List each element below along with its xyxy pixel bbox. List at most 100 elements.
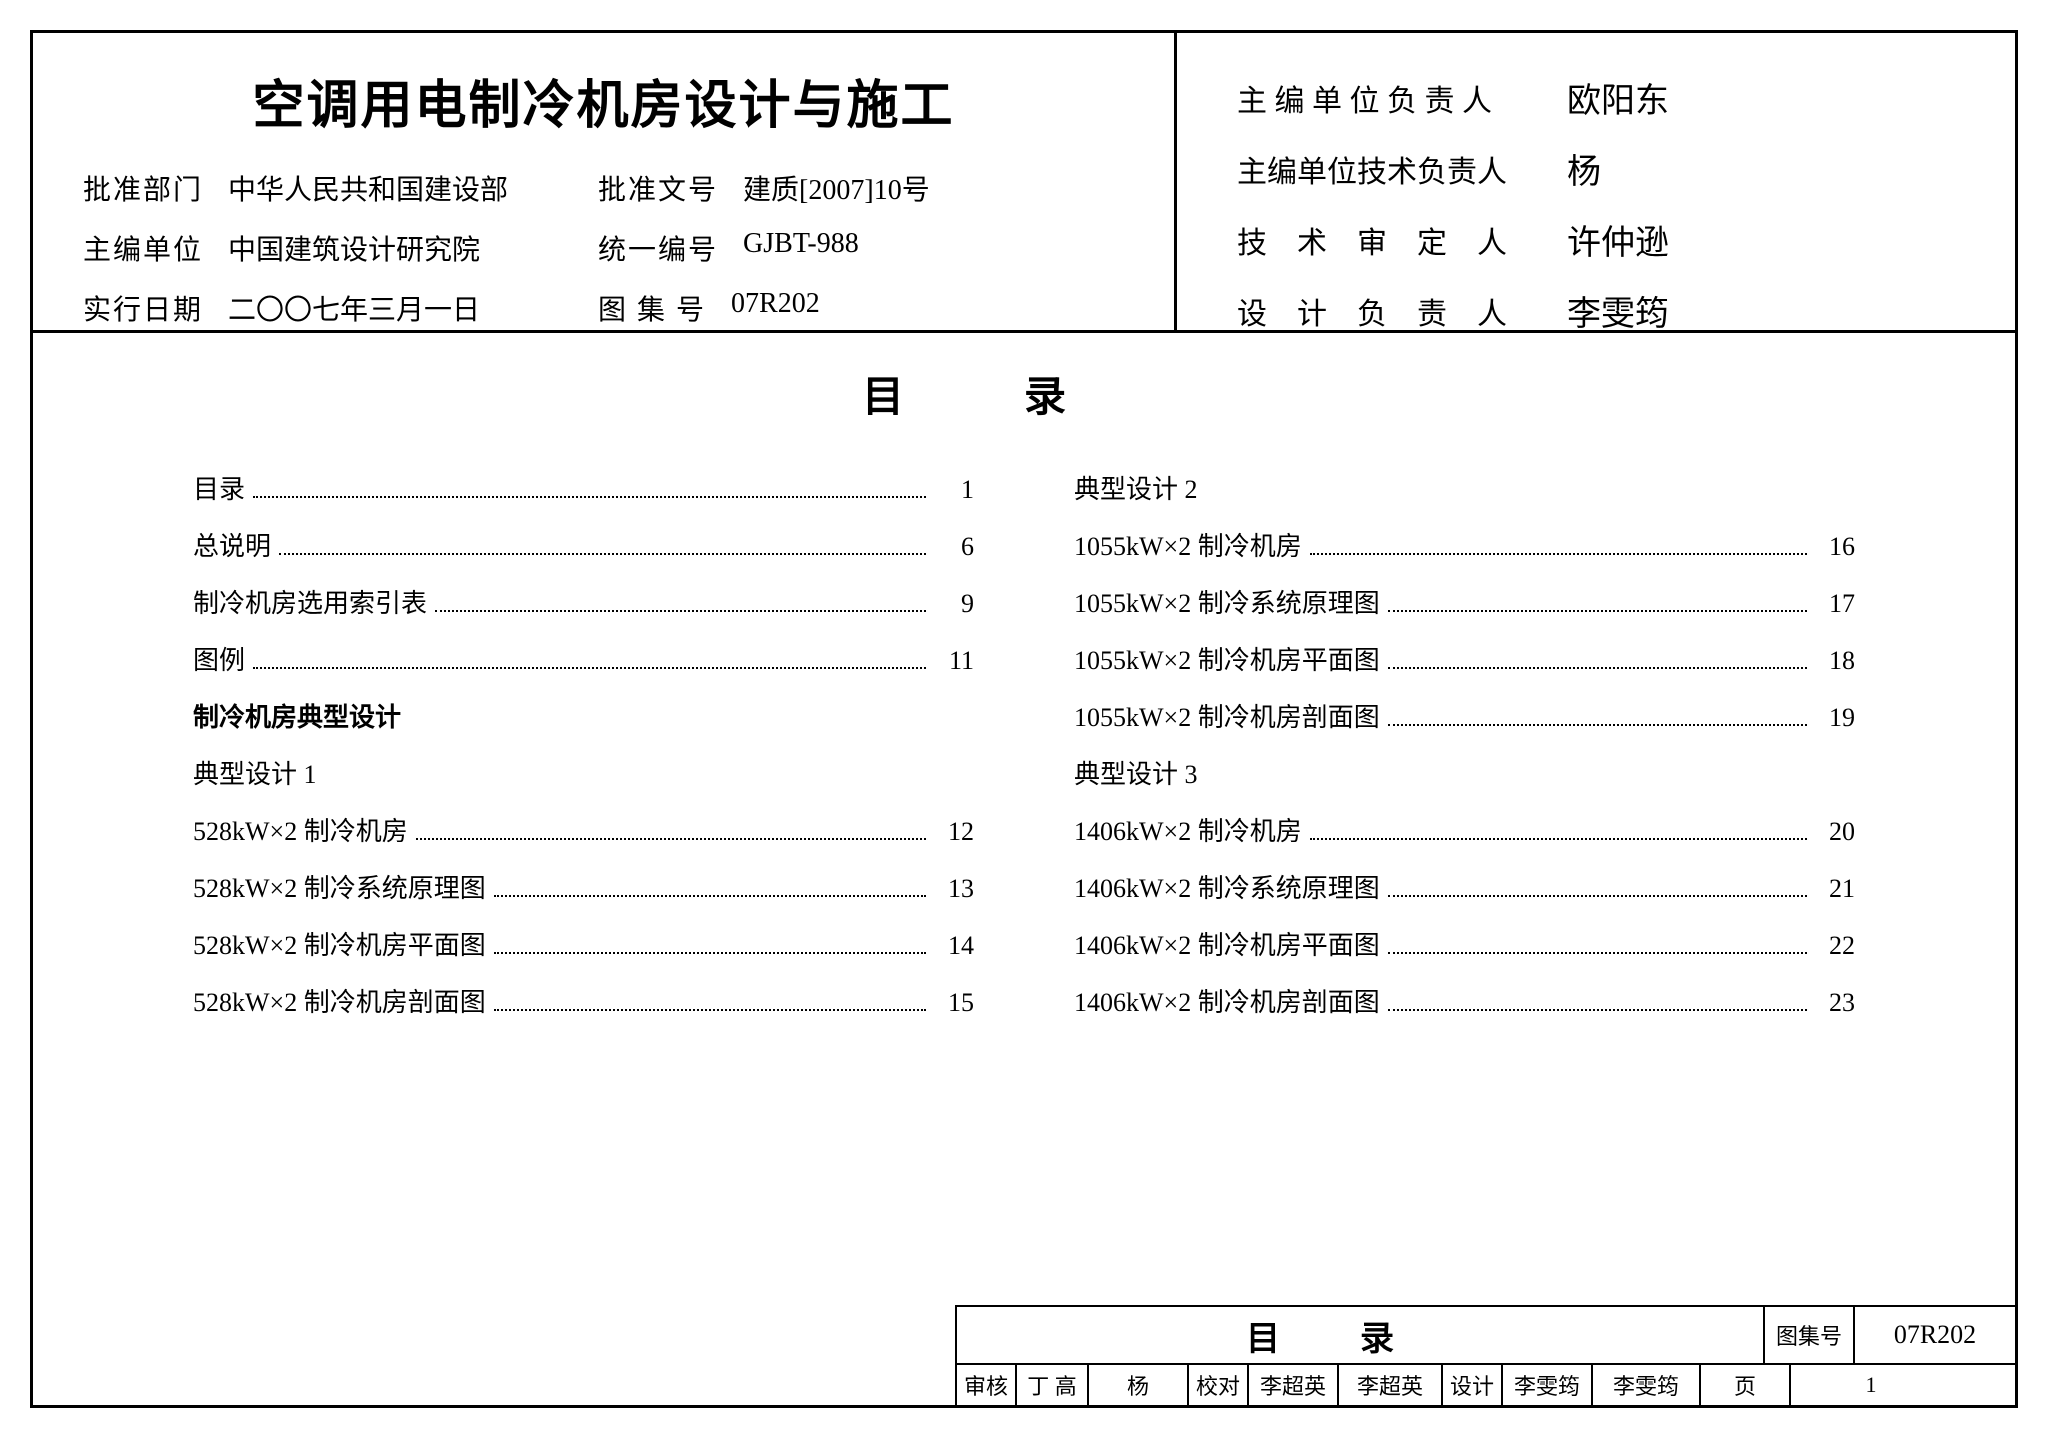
footer-cell: 李超英 [1339, 1365, 1443, 1405]
footer-cell: 李超英 [1249, 1365, 1339, 1405]
toc-row: 制冷机房选用索引表9 [193, 583, 974, 620]
toc-label: 总说明 [193, 526, 271, 563]
signature-row: 技 术 审 定 人许仲逊 [1237, 215, 1955, 264]
signature-label: 主编单位技术负责人 [1237, 147, 1567, 191]
footer-cell: 设计 [1443, 1365, 1503, 1405]
body: 目录 目录 1 总说明 6 制冷机房选用索引表9 图例 11 制冷机房典型设计典型设计 1 52… [33, 333, 2015, 1405]
meta-row: 批准文号建质[2007]10号 [598, 168, 930, 208]
meta-label: 图 集 号 [598, 288, 706, 328]
toc-page-number: 22 [1815, 931, 1855, 961]
toc-row: 528kW×2 制冷机房剖面图 15 [193, 982, 974, 1019]
meta-value: 07R202 [731, 288, 820, 328]
toc-dots [494, 1009, 926, 1011]
toc-page-number: 15 [934, 988, 974, 1018]
toc-row: 1406kW×2 制冷机房剖面图 23 [1074, 982, 1855, 1019]
toc-row: 528kW×2 制冷机房12 [193, 811, 974, 848]
toc-label: 528kW×2 制冷机房剖面图 [193, 982, 486, 1019]
toc-dots [1388, 1009, 1807, 1011]
toc-dots [435, 610, 926, 612]
toc-page-number: 18 [1815, 646, 1855, 676]
header-left: 空调用电制冷机房设计与施工 批准部门中华人民共和国建设部主编单位中国建筑设计研究… [33, 33, 1177, 330]
meta-label: 主编单位 [83, 228, 203, 268]
meta-label: 统一编号 [598, 228, 718, 268]
header: 空调用电制冷机房设计与施工 批准部门中华人民共和国建设部主编单位中国建筑设计研究… [33, 33, 2015, 333]
toc-right-column: 典型设计 21055kW×2 制冷机房161055kW×2 制冷系统原理图171… [1074, 469, 1855, 1019]
signature-label: 设 计 负 责 人 [1237, 289, 1567, 333]
meta-label: 实行日期 [83, 288, 203, 328]
meta-value: GJBT-988 [743, 228, 859, 268]
toc-page-number: 21 [1815, 874, 1855, 904]
toc-dots [494, 895, 926, 897]
toc-row: 制冷机房典型设计 [193, 697, 974, 734]
toc-row: 图例 11 [193, 640, 974, 677]
footer-cell: 审核 [957, 1365, 1017, 1405]
meta-value: 二〇〇七年三月一日 [228, 288, 480, 328]
footer-cell: 页 [1701, 1365, 1791, 1405]
toc-page-number: 11 [934, 646, 974, 676]
toc-columns: 目录 1 总说明 6 制冷机房选用索引表9 图例 11 制冷机房典型设计典型设计 1 528kW… [33, 469, 2015, 1019]
meta-value: 中华人民共和国建设部 [228, 168, 508, 208]
footer-set-value: 07R202 [1855, 1307, 2015, 1363]
toc-row: 典型设计 1 [193, 754, 974, 791]
meta-label: 批准文号 [598, 168, 718, 208]
toc-label: 目录 [193, 469, 245, 506]
toc-dots [1388, 895, 1807, 897]
toc-page-number: 19 [1815, 703, 1855, 733]
toc-dots [1388, 724, 1807, 726]
toc-dots [1310, 838, 1807, 840]
document-title: 空调用电制冷机房设计与施工 [83, 63, 1124, 138]
toc-row: 目录 1 [193, 469, 974, 506]
toc-row: 1406kW×2 制冷机房20 [1074, 811, 1855, 848]
toc-page-number: 12 [934, 817, 974, 847]
signature-row: 主 编 单 位 负 责 人欧阳东 [1237, 73, 1955, 122]
toc-label: 图例 [193, 640, 245, 677]
meta-row: 统一编号 GJBT-988 [598, 228, 930, 268]
toc-page-number: 20 [1815, 817, 1855, 847]
meta-value: 中国建筑设计研究院 [228, 228, 480, 268]
toc-label: 制冷机房典型设计 [193, 697, 401, 734]
toc-label: 528kW×2 制冷系统原理图 [193, 868, 486, 905]
footer-cell: 杨 [1089, 1365, 1189, 1405]
signature-value: 欧阳东 [1567, 73, 1669, 122]
toc-page-number: 17 [1815, 589, 1855, 619]
toc-label: 典型设计 1 [193, 754, 317, 791]
meta-col-left: 批准部门中华人民共和国建设部主编单位中国建筑设计研究院实行日期二〇〇七年三月一日 [83, 168, 508, 328]
toc-dots [1388, 952, 1807, 954]
signature-value: 杨 [1567, 144, 1601, 193]
toc-row: 1406kW×2 制冷系统原理图 21 [1074, 868, 1855, 905]
toc-row: 1055kW×2 制冷系统原理图 17 [1074, 583, 1855, 620]
signature-row: 设 计 负 责 人李雯筠 [1237, 286, 1955, 335]
toc-row: 528kW×2 制冷机房平面图14 [193, 925, 974, 962]
toc-page-number: 23 [1815, 988, 1855, 1018]
footer-set-label: 图集号 [1765, 1307, 1855, 1363]
footer-cell: 李雯筠 [1503, 1365, 1593, 1405]
toc-dots [253, 667, 926, 669]
footer-cell: 丁 高 [1017, 1365, 1089, 1405]
toc-dots [1310, 553, 1807, 555]
toc-label: 1406kW×2 制冷机房剖面图 [1074, 982, 1380, 1019]
toc-page-number: 1 [934, 475, 974, 505]
footer-cell: 李雯筠 [1593, 1365, 1701, 1405]
toc-dots [279, 553, 926, 555]
toc-label: 1055kW×2 制冷系统原理图 [1074, 583, 1380, 620]
toc-dots [253, 496, 926, 498]
toc-title: 目录 [33, 363, 2015, 424]
toc-label: 1406kW×2 制冷系统原理图 [1074, 868, 1380, 905]
toc-dots [1388, 667, 1807, 669]
toc-label: 典型设计 3 [1074, 754, 1198, 791]
signature-row: 主编单位技术负责人杨 [1237, 144, 1955, 193]
toc-dots [1388, 610, 1807, 612]
toc-dots [494, 952, 926, 954]
signature-value: 李雯筠 [1567, 286, 1669, 335]
toc-row: 1055kW×2 制冷机房剖面图19 [1074, 697, 1855, 734]
toc-page-number: 14 [934, 931, 974, 961]
meta-row: 图 集 号 07R202 [598, 288, 930, 328]
footer-block: 目录 图集号 07R202 审核丁 高杨校对李超英李超英设计李雯筠李雯筠页1 [955, 1305, 2015, 1405]
toc-label: 1055kW×2 制冷机房平面图 [1074, 640, 1380, 677]
toc-page-number: 6 [934, 532, 974, 562]
footer-cell: 1 [1791, 1365, 1951, 1405]
toc-row: 1055kW×2 制冷机房16 [1074, 526, 1855, 563]
header-right: 主 编 单 位 负 责 人欧阳东主编单位技术负责人杨技 术 审 定 人许仲逊设 … [1177, 33, 2015, 330]
toc-label: 1055kW×2 制冷机房 [1074, 526, 1302, 563]
toc-row: 1406kW×2 制冷机房平面图22 [1074, 925, 1855, 962]
